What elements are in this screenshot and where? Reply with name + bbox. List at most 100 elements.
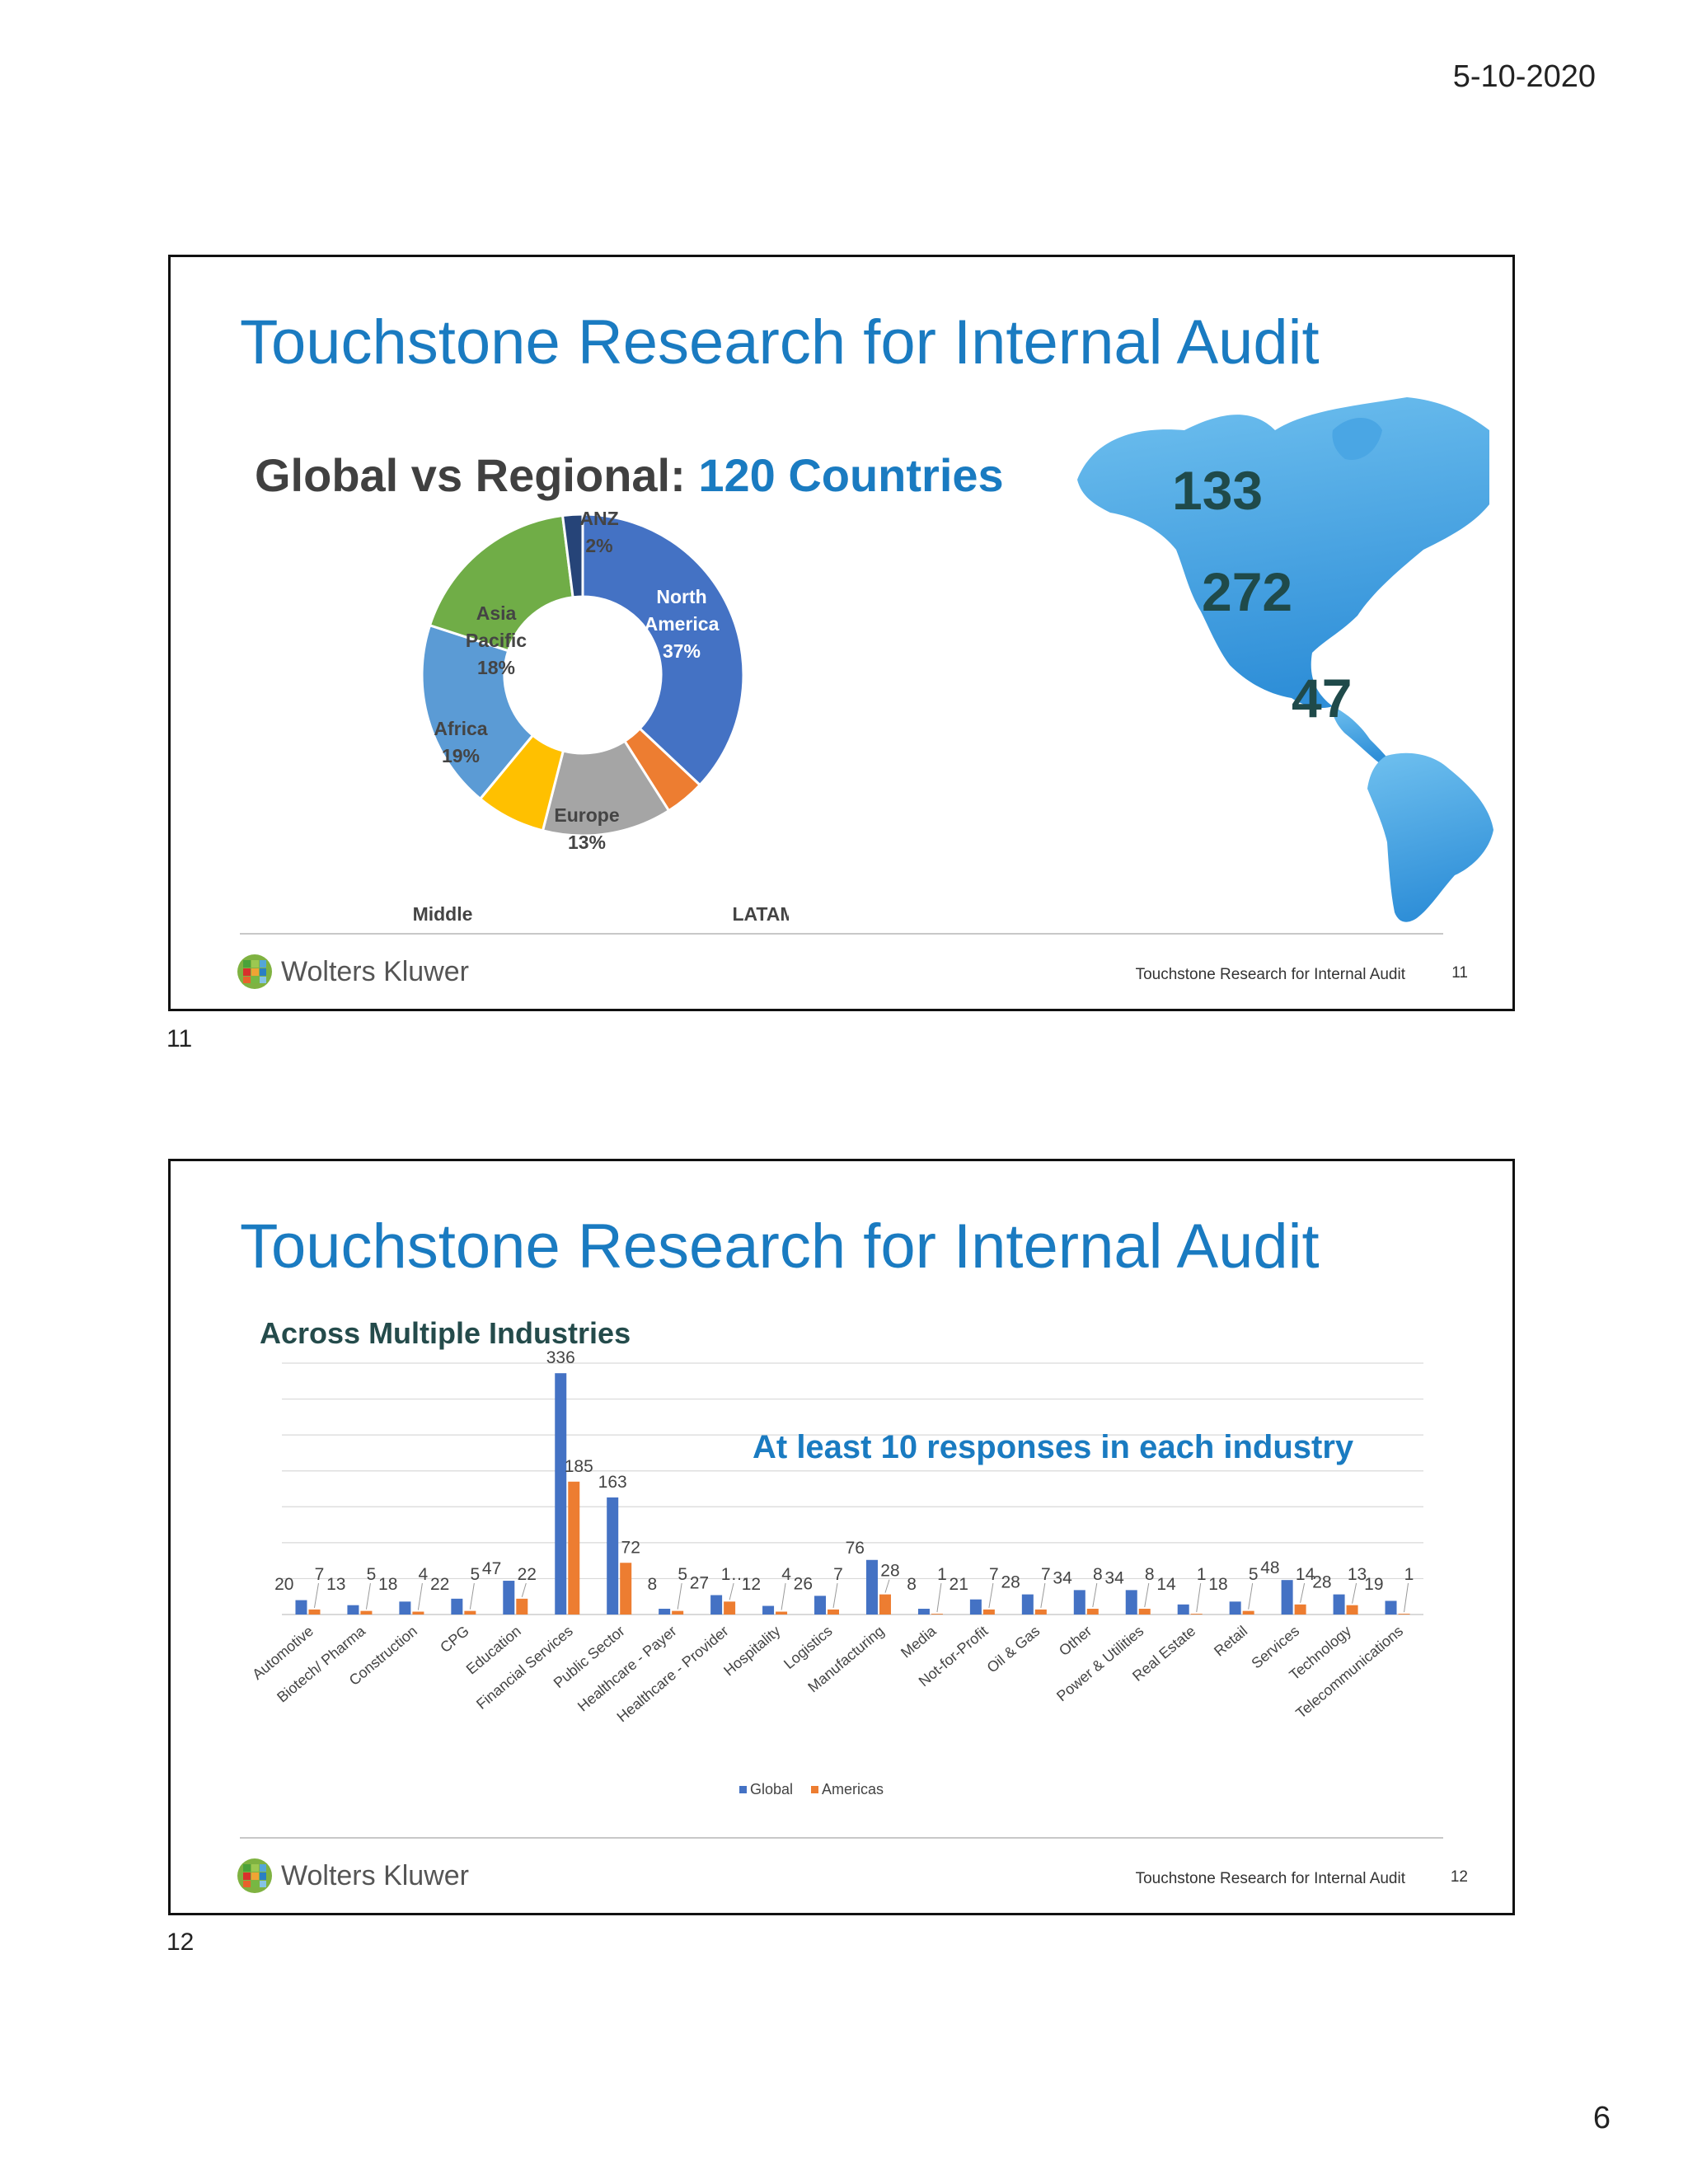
north-america-shape — [1077, 397, 1489, 708]
donut-label-asia-pacific: Asia Pacific 18% — [466, 602, 527, 678]
page-date: 5-10-2020 — [1452, 59, 1596, 94]
usa-count: 272 — [1202, 561, 1293, 622]
greenland-shape — [1332, 418, 1382, 460]
bar-global-education — [503, 1581, 515, 1615]
slide-12: Touchstone Research for Internal Audit A… — [168, 1159, 1515, 1915]
category-label-hospitality: Hospitality — [720, 1623, 783, 1680]
label-global-media: 8 — [907, 1575, 917, 1594]
leader-line — [1144, 1582, 1150, 1608]
leader-line — [469, 1582, 475, 1610]
leader-line — [729, 1582, 734, 1601]
label-americas-construction: 4 — [419, 1565, 429, 1584]
label-global-healthcare-provider: 27 — [690, 1573, 709, 1592]
category-label-retail: Retail — [1211, 1623, 1250, 1660]
footer-slide-number: 12 — [1450, 1868, 1468, 1886]
bar-americas-manufacturing — [879, 1594, 891, 1615]
label-americas-automotive: 7 — [315, 1565, 325, 1584]
label-global-technology: 28 — [1312, 1573, 1331, 1592]
leader-line — [1196, 1582, 1202, 1613]
label-americas-healthcare-payer: 5 — [678, 1565, 687, 1584]
category-label-other: Other — [1056, 1623, 1095, 1659]
bar-global-real-estate — [1177, 1604, 1189, 1615]
bar-global-biotech-pharma — [347, 1605, 359, 1615]
bar-global-construction — [399, 1601, 411, 1615]
label-americas-technology: 13 — [1348, 1565, 1367, 1584]
bar-americas-other — [1086, 1609, 1099, 1615]
label-americas-telecommunications: 1 — [1404, 1565, 1414, 1584]
label-americas-public-sector: 72 — [621, 1538, 640, 1557]
slide-caption-11: 11 — [166, 1025, 193, 1052]
leader-line — [936, 1582, 942, 1613]
north-america-count: 133 — [1172, 460, 1264, 521]
label-global-other: 34 — [1053, 1568, 1072, 1587]
footer-rule — [240, 1837, 1443, 1839]
bar-global-power-utilities — [1125, 1590, 1137, 1615]
bar-americas-real-estate — [1190, 1614, 1203, 1615]
label-global-biotech-pharma: 13 — [326, 1575, 345, 1594]
leader-line — [832, 1582, 838, 1608]
leader-line — [781, 1582, 786, 1610]
bar-americas-cpg — [464, 1610, 476, 1615]
label-americas-other: 8 — [1093, 1565, 1103, 1584]
label-global-telecommunications: 19 — [1364, 1575, 1383, 1594]
bar-global-other — [1073, 1590, 1085, 1615]
label-global-power-utilities: 34 — [1104, 1568, 1124, 1587]
bar-global-services — [1281, 1580, 1293, 1615]
bar-americas-automotive — [308, 1609, 321, 1615]
bar-americas-not-for-profit — [982, 1609, 995, 1615]
label-americas-media: 1 — [937, 1565, 947, 1584]
donut-slice-asia-pacific — [428, 513, 574, 653]
label-americas-services: 14 — [1296, 1565, 1315, 1584]
leader-line — [1300, 1582, 1306, 1603]
bar-americas-oil-gas — [1034, 1609, 1047, 1615]
slide-title: Touchstone Research for Internal Audit — [240, 1212, 1320, 1282]
bar-americas-public-sector — [620, 1563, 632, 1615]
logo: Wolters Kluwer — [237, 1858, 469, 1894]
leader-line — [677, 1582, 682, 1610]
bar-americas-logistics — [828, 1609, 840, 1615]
label-global-financial-services: 336 — [546, 1351, 575, 1367]
leader-line — [313, 1582, 319, 1608]
category-label-media: Media — [898, 1622, 940, 1661]
legend-swatch-global — [739, 1786, 747, 1793]
category-label-power-utilities: Power & Utilities — [1053, 1623, 1146, 1705]
label-global-cpg: 22 — [430, 1575, 449, 1594]
label-americas-financial-services: 185 — [565, 1457, 593, 1476]
bar-global-automotive — [295, 1600, 307, 1615]
bar-americas-construction — [412, 1611, 424, 1615]
logo-text: Wolters Kluwer — [281, 1859, 469, 1891]
leader-line — [1040, 1582, 1046, 1608]
bar-global-oil-gas — [1021, 1594, 1034, 1615]
bar-global-public-sector — [607, 1497, 619, 1615]
category-label-financial-services: Financial Services — [473, 1623, 576, 1713]
leader-line — [365, 1582, 371, 1610]
bar-americas-financial-services — [568, 1481, 580, 1615]
label-global-education: 47 — [482, 1559, 501, 1578]
label-global-healthcare-payer: 8 — [647, 1575, 657, 1594]
category-label-cpg: CPG — [437, 1623, 472, 1656]
label-americas-retail: 5 — [1249, 1565, 1259, 1584]
label-global-automotive: 20 — [274, 1575, 293, 1594]
slide-subtitle: Global vs Regional: 120 Countries — [255, 448, 1004, 502]
bar-americas-services — [1294, 1604, 1306, 1615]
bar-americas-education — [516, 1598, 528, 1615]
legend-label-global: Global — [750, 1781, 793, 1797]
bar-global-financial-services — [555, 1373, 567, 1615]
donut-label-latam: LATAM4% — [732, 903, 789, 933]
bar-global-healthcare-payer — [659, 1609, 671, 1615]
bar-global-telecommunications — [1385, 1601, 1397, 1615]
bar-americas-retail — [1242, 1610, 1254, 1615]
bar-global-manufacturing — [865, 1559, 878, 1615]
bar-global-cpg — [451, 1598, 463, 1615]
bar-americas-biotech-pharma — [360, 1610, 373, 1615]
label-americas-hospitality: 4 — [781, 1565, 791, 1584]
bar-global-not-for-profit — [969, 1599, 982, 1615]
bar-americas-healthcare-payer — [672, 1610, 684, 1615]
label-americas-healthcare-provider: 1… — [721, 1565, 748, 1584]
bar-americas-power-utilities — [1138, 1609, 1151, 1615]
wolters-kluwer-logo-icon — [237, 1858, 272, 1893]
slide-11: Touchstone Research for Internal Audit G… — [168, 255, 1515, 1011]
label-global-real-estate: 14 — [1156, 1575, 1176, 1594]
